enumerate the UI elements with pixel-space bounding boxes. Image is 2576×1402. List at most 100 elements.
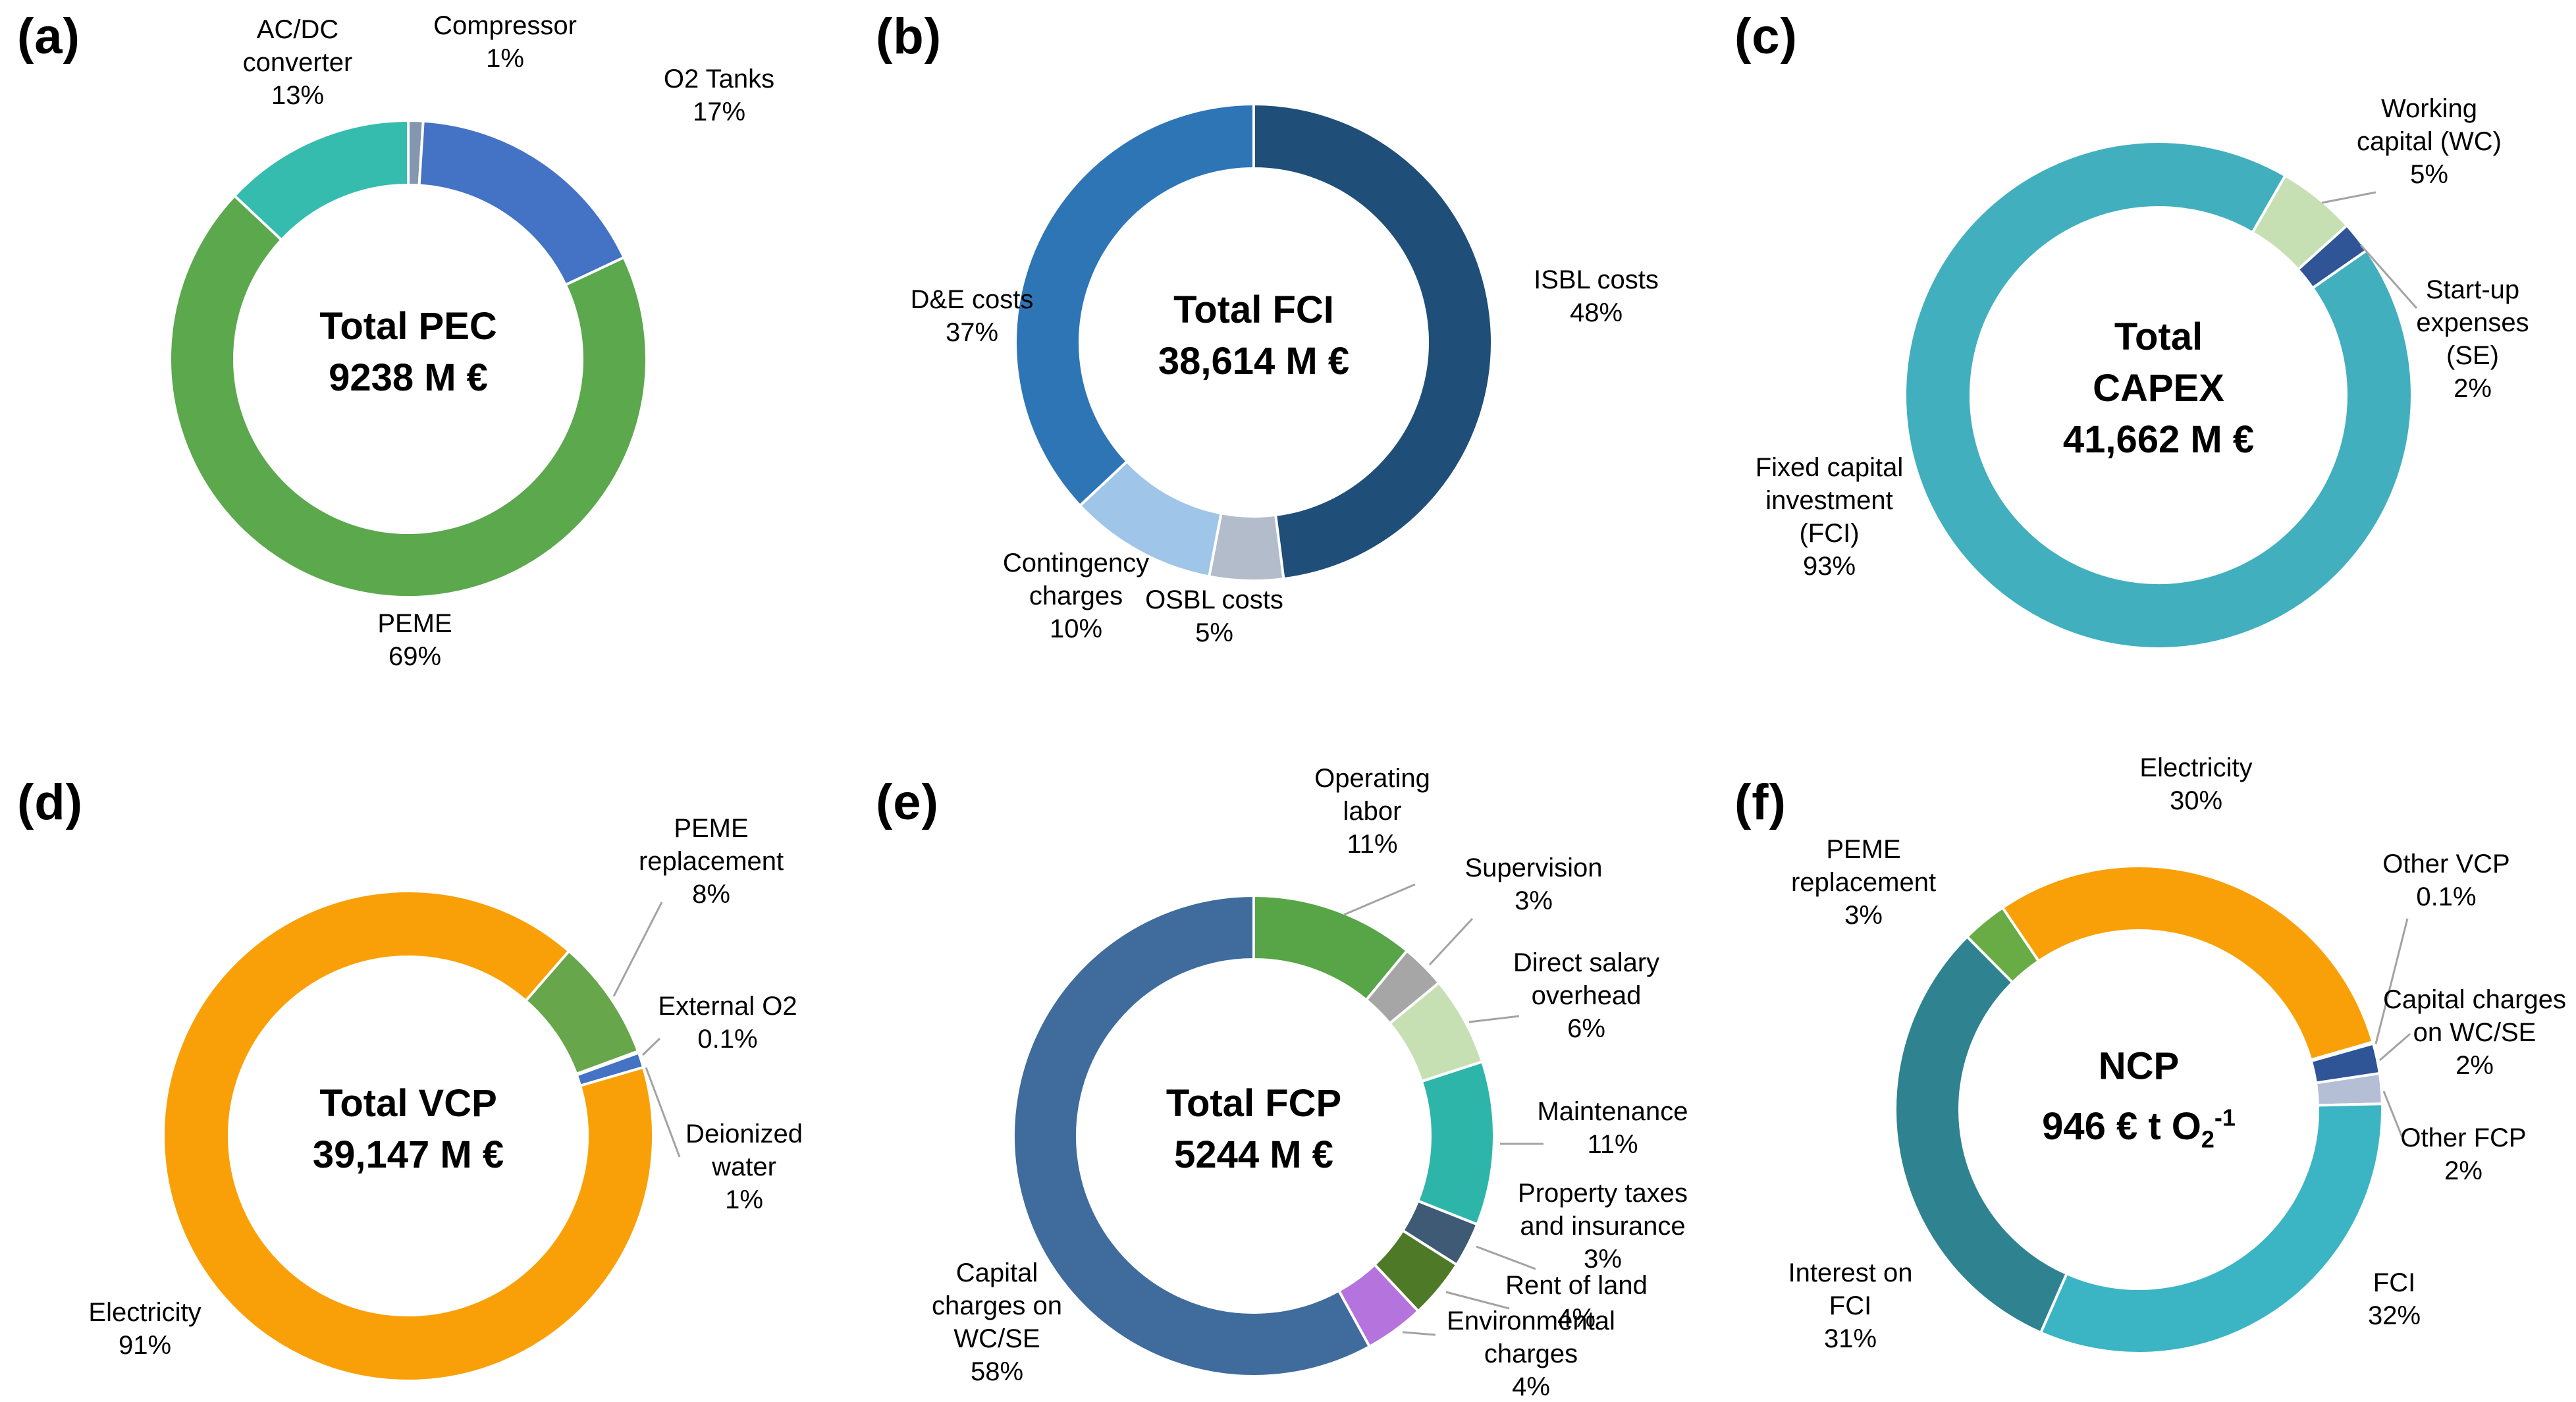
label-line: 2% — [2444, 1156, 2482, 1185]
panel-letter-e: (e) — [876, 774, 939, 830]
label-line: Interest on — [1788, 1258, 1913, 1287]
donut-chart-ncp: NCP 946 € t O2-1 Electricity 30% Other VCP 0.… — [1717, 701, 2576, 1402]
label-line: 3% — [1515, 886, 1553, 915]
leader-line-environmental-charges — [1402, 1331, 1436, 1336]
center-title-line: Total FCI — [1173, 288, 1334, 331]
label-line: FCI — [2373, 1268, 2416, 1297]
leader-line-capital-charges-on-wc-se — [2379, 1033, 2411, 1062]
slice-electricity — [2000, 865, 2375, 1062]
label-line: 3% — [1584, 1245, 1622, 1274]
center-title-line: Total VCP — [319, 1082, 497, 1125]
leader-line-supervision — [1428, 917, 1474, 966]
leader-line-property-taxes-and-insurance — [1476, 1245, 1536, 1270]
leader-line-other-vcp — [2375, 918, 2409, 1044]
center-title: Total FCI 38,614 M € — [1158, 284, 1349, 387]
label-fci: FCI 32% — [2368, 1266, 2421, 1332]
center-title-line: 39,147 M € — [312, 1133, 504, 1176]
label-line: on WC/SE — [2413, 1018, 2536, 1047]
label-line: 69% — [388, 642, 442, 671]
label-line: 58% — [970, 1357, 1024, 1386]
label-peme: PEME 69% — [377, 607, 452, 673]
center-title-line: Total FCP — [1166, 1082, 1342, 1125]
label-line: 13% — [271, 81, 325, 110]
label-line: ISBL costs — [1534, 265, 1659, 294]
center-title: Total PEC 9238 M € — [319, 301, 497, 404]
label-line: Contingency — [1002, 549, 1150, 578]
slice-interest-on-fci — [1894, 934, 2069, 1335]
slice-isbl-costs — [1252, 102, 1494, 581]
label-line: Working — [2381, 94, 2477, 123]
label-line: 4% — [1512, 1372, 1550, 1401]
label-line: 30% — [2169, 786, 2223, 815]
label-line: 32% — [2367, 1301, 2421, 1330]
label-line: 2% — [2455, 1051, 2494, 1080]
label-supervision: Supervision 3% — [1464, 851, 1602, 917]
center-title: Total CAPEX 41,662 M € — [2063, 311, 2254, 466]
label-line: Maintenance — [1537, 1097, 1688, 1126]
label-line: 2% — [2454, 374, 2492, 403]
leader-line-operating-labor — [1343, 883, 1416, 916]
label-line: Other VCP — [2382, 849, 2510, 878]
panel-letter-c: (c) — [1734, 9, 1798, 65]
label-line: converter — [242, 48, 353, 77]
label-compressor: Compressor 1% — [433, 9, 577, 75]
label-line: Supervision — [1464, 853, 1603, 882]
label-line: 48% — [1569, 298, 1623, 327]
label-line: 93% — [1802, 552, 1856, 581]
donut-chart-total-capex: Total CAPEX 41,662 M € Working capital (WC) 5… — [1717, 0, 2576, 701]
label-external-o2: External O2 0.1% — [658, 990, 797, 1056]
label-maintenance: Maintenance 11% — [1537, 1095, 1688, 1161]
panel-letter-d: (d) — [17, 774, 84, 830]
panel-a: (a) Total PEC 9238 M € Compressor 1% O2 Tank… — [0, 0, 859, 701]
label-line: Property taxes — [1518, 1179, 1688, 1208]
label-line: WC/SE — [953, 1324, 1040, 1353]
slice-capital-charges-on-wc-se — [1012, 894, 1372, 1378]
label-line: 31% — [1823, 1324, 1877, 1353]
leader-line-external-o2 — [641, 1037, 661, 1056]
label-line: 5% — [2410, 160, 2448, 189]
center-title: Total VCP 39,147 M € — [313, 1078, 504, 1181]
leader-line-deionized-water — [645, 1067, 681, 1158]
label-line: (SE) — [2446, 341, 2499, 370]
label-line: Electricity — [88, 1298, 201, 1327]
label-line: 11% — [1587, 1130, 1638, 1159]
label-operating-labor: Operating labor 11% — [1314, 762, 1430, 861]
label-line: OSBL costs — [1145, 585, 1283, 614]
label-line: 11% — [1347, 830, 1398, 859]
leader-line-working-capital-wc — [2321, 191, 2376, 204]
center-title-line: 946 € t O2-1 — [2042, 1104, 2236, 1153]
slice-fixed-capital-investment-fci — [1904, 140, 2413, 650]
label-deionized-water: Deionized water 1% — [685, 1118, 803, 1216]
leader-line-direct-salary-overhead — [1468, 1015, 1520, 1023]
center-title-line: 41,662 M € — [2062, 418, 2255, 461]
label-d-e-costs: D&E costs 37% — [911, 283, 1034, 349]
slice-peme-replacement — [1965, 905, 2041, 984]
label-line: External O2 — [658, 992, 797, 1021]
leader-line-other-fcp — [2382, 1091, 2403, 1138]
center-title-line: 5244 M € — [1174, 1133, 1333, 1176]
label-line: and insurance — [1520, 1212, 1686, 1241]
label-line: Compressor — [433, 11, 577, 40]
label-line: O2 Tanks — [663, 65, 775, 94]
label-line: replacement — [1790, 868, 1937, 897]
donut-svg — [1012, 883, 1543, 1378]
donut-svg — [1014, 102, 1494, 582]
center-title-line: CAPEX — [2093, 367, 2224, 410]
label-line: charges — [1029, 581, 1123, 610]
label-line: 6% — [1567, 1014, 1605, 1043]
label-line: Rent of land — [1505, 1271, 1648, 1300]
panel-f: (f) NCP 946 € t O2-1 Electricity 30% Other V… — [1717, 701, 2576, 1402]
label-line: Capital — [955, 1258, 1038, 1287]
label-line: Deionized — [685, 1119, 803, 1148]
donut-chart-total-fcp: Total FCP 5244 M € Operating labor 11% Superv… — [859, 701, 1717, 1402]
label-peme-replacement: PEME replacement 3% — [1791, 833, 1936, 932]
label-line: Other FCP — [2400, 1123, 2527, 1152]
label-direct-salary-overhead: Direct salary overhead 6% — [1513, 946, 1659, 1045]
label-line: Start-up — [2425, 275, 2520, 304]
label-other-fcp: Other FCP 2% — [2400, 1121, 2526, 1187]
label-line: Electricity — [2139, 753, 2253, 782]
panel-letter-a: (a) — [17, 9, 80, 65]
label-line: 0.1% — [697, 1025, 758, 1054]
panel-b: (b) Total FCI 38,614 M € ISBL costs 48% OSBL… — [859, 0, 1717, 701]
label-start-up-expenses-se: Start-up expenses (SE) 2% — [2416, 273, 2529, 405]
